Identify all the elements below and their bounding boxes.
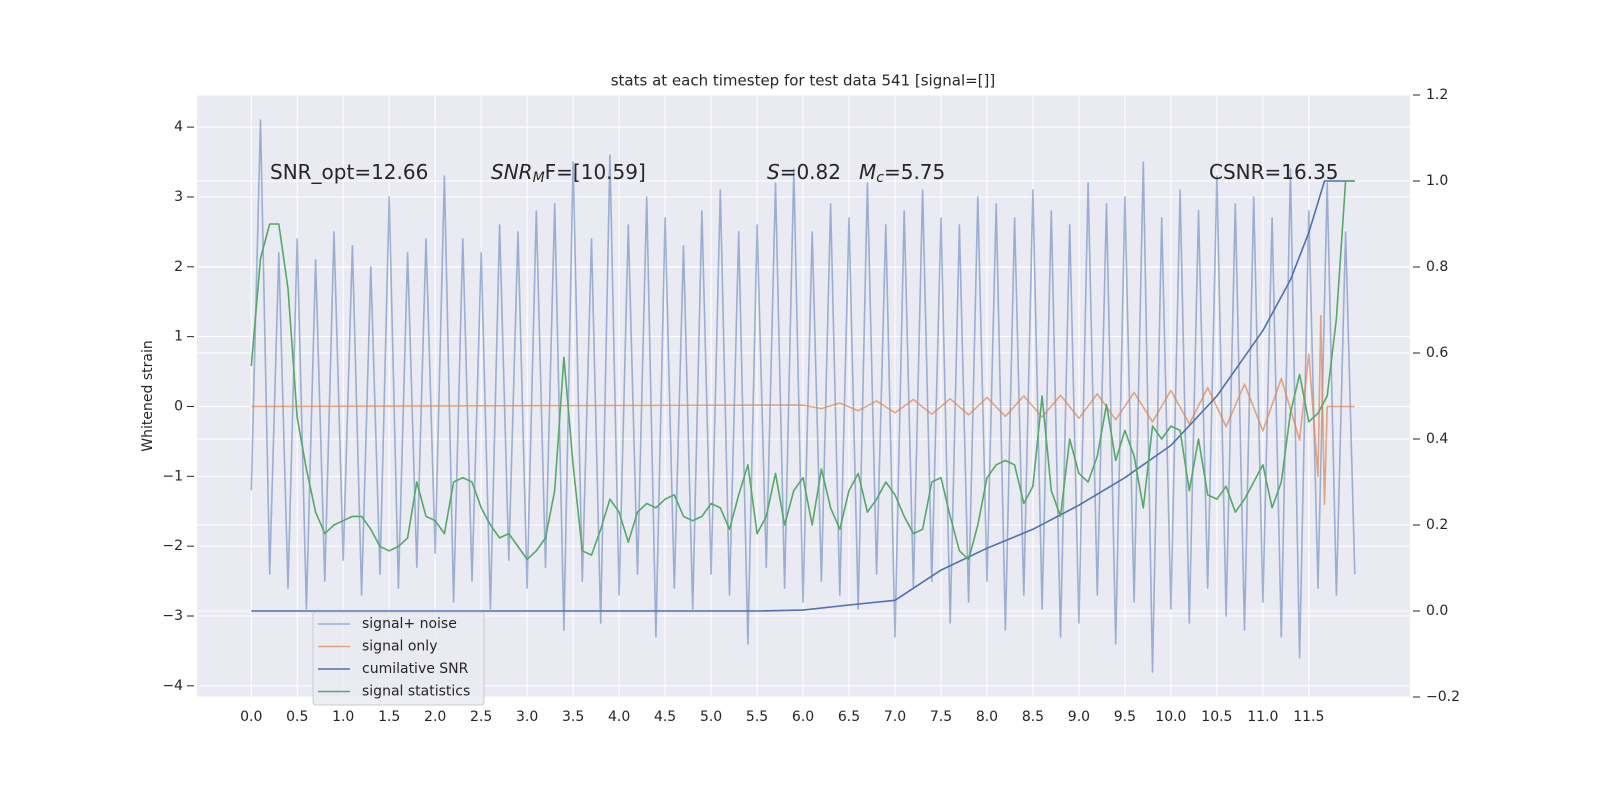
x-tick-label: 3.0 [516,709,538,725]
legend-label: signal statistics [362,684,470,700]
annotation: SNRMF=[10.59] [491,160,646,187]
x-tick-label: 6.5 [838,709,860,725]
annotation-part: =0.82 [780,160,841,184]
series-line [250,119,1356,673]
y2-tick-label: 1.2 [1426,87,1448,103]
annotation-part: SNR_opt=12.66 [270,160,428,184]
legend-label: signal+ noise [362,616,457,632]
y-tick-label: 0 [174,398,183,414]
y-tick-label: −1 [162,468,183,484]
labels: 0.0 0.5 1.0 1.5 2.0 2.5 3.0 3.5 4.0 4.5 5.0 5.5 6.0 6… [162,87,1460,725]
annotation-part: F=[10.59] [545,160,646,184]
legend-label: cumilative SNR [362,661,469,677]
y2-tick-label: 0.2 [1426,517,1448,533]
marks [250,119,1356,673]
y2-tick-label: 0.8 [1426,259,1448,275]
y-tick-label: 4 [174,119,183,135]
y-tick-label: 2 [174,259,183,275]
x-tick-label: 0.5 [286,709,308,725]
annotation: Mc=5.75 [859,160,945,187]
annotation-part: SNR [491,160,533,184]
y2-tick-label: 0.0 [1426,603,1448,619]
x-tick-label: 9.0 [1068,709,1090,725]
x-tick-label: 7.0 [884,709,906,725]
legend-label: signal only [362,639,437,655]
x-tick-label: 3.5 [562,709,584,725]
x-tick-label: 10.0 [1155,709,1186,725]
annotation: CSNR=16.35 [1209,160,1339,184]
series-line [251,180,1355,612]
x-tick-label: 11.0 [1247,709,1278,725]
x-tick-label: 7.5 [930,709,952,725]
x-tick-label: 4.5 [654,709,676,725]
annotation-part: =5.75 [884,160,945,184]
annotation: SNR_opt=12.66 [270,160,428,184]
legend: signal+ noise signal only cumilative SNR si… [312,611,485,706]
y-tick-label: −2 [162,538,183,554]
y-tick-label: 1 [174,329,183,345]
y2-tick-label: −0.2 [1426,689,1460,705]
x-tick-label: 2.0 [424,709,446,725]
annotation-part: M [533,170,545,186]
x-tick-label: 8.0 [976,709,998,725]
x-tick-label: 11.5 [1293,709,1324,725]
y-tick-label: −4 [162,678,183,694]
x-tick-label: 1.0 [332,709,354,725]
x-tick-label: 4.0 [608,709,630,725]
x-tick-label: 5.0 [700,709,722,725]
x-tick-label: 0.0 [240,709,262,725]
y-axis-label: Whitened strain [140,340,156,451]
x-tick-label: 5.5 [746,709,768,725]
x-tick-label: 9.5 [1114,709,1136,725]
x-tick-label: 6.0 [792,709,814,725]
series-line [251,314,1355,506]
x-tick-label: 8.5 [1022,709,1044,725]
y2-tick-label: 0.4 [1426,431,1448,447]
legend-box [312,611,485,706]
grid [197,94,1410,698]
x-tick-label: 10.5 [1201,709,1232,725]
x-tick-label: 1.5 [378,709,400,725]
series-line [250,180,1355,561]
y-tick-label: −3 [162,608,183,624]
annotation: S=0.82 [767,160,841,184]
chart-title: stats at each timestep for test data 541… [611,72,996,90]
annotation-part: CSNR=16.35 [1209,160,1339,184]
y2-tick-label: 1.0 [1426,173,1448,189]
x-tick-label: 2.5 [470,709,492,725]
y2-tick-label: 0.6 [1426,345,1448,361]
annotation-part: c [876,170,884,186]
annotation-part: S [767,160,780,184]
y-tick-label: 3 [174,189,183,205]
annotation-part: M [859,160,876,184]
